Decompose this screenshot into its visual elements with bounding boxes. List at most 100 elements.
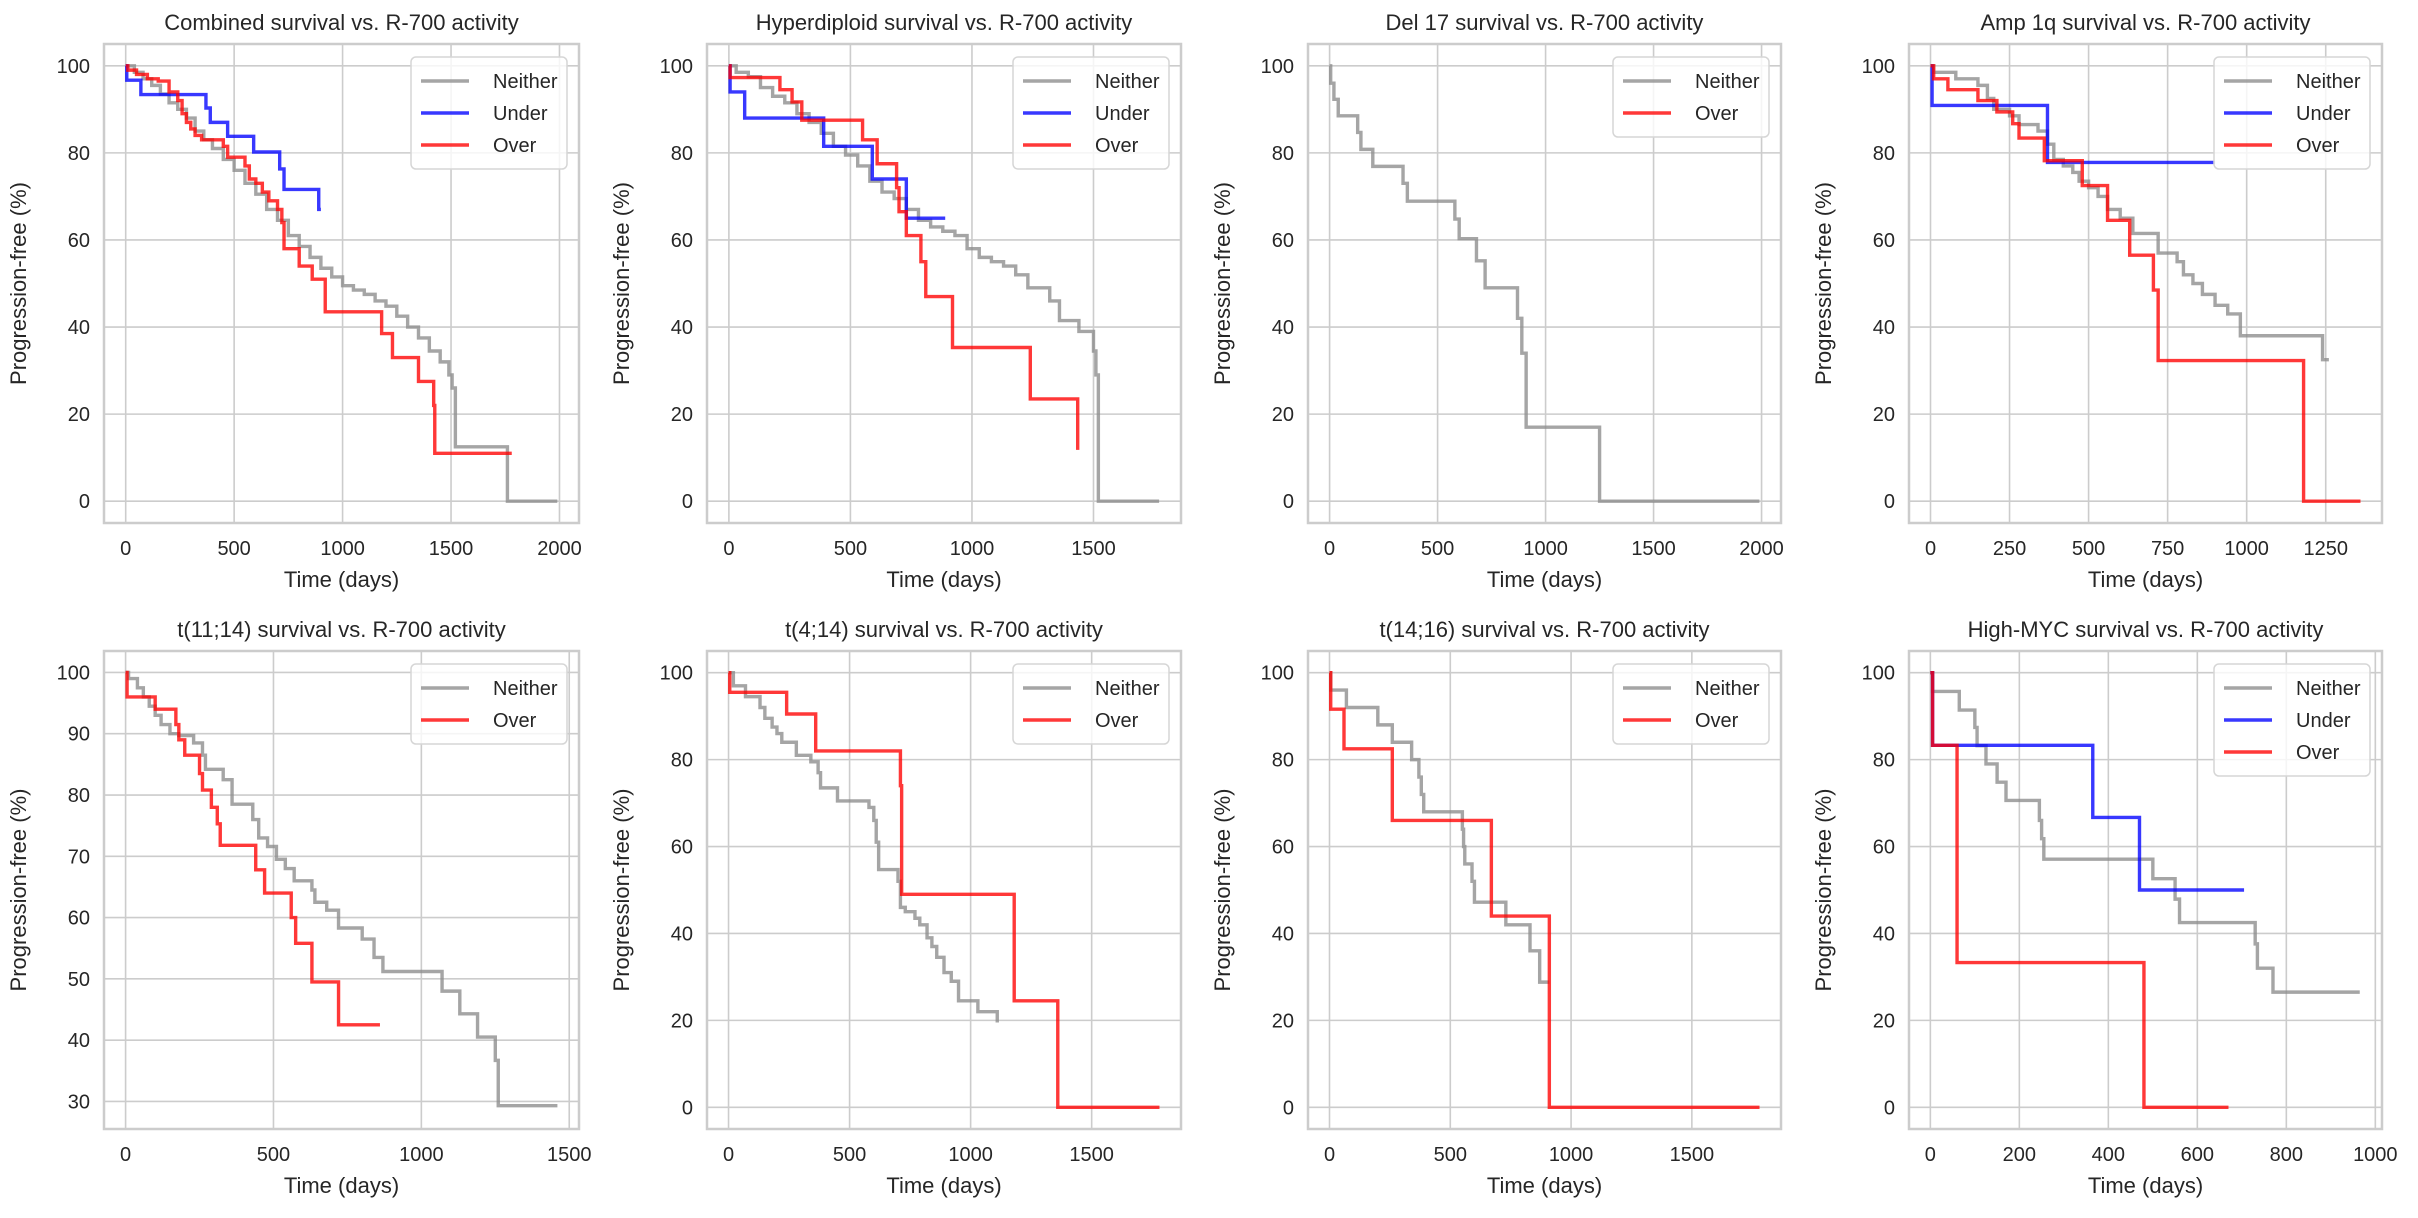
y-tick-label: 20 <box>671 1010 693 1032</box>
y-tick-label: 100 <box>660 663 693 685</box>
legend: Neither Over <box>1612 663 1770 745</box>
series-line-neither <box>125 64 558 503</box>
legend: Neither Under Over <box>1012 56 1170 170</box>
y-tick-label: 60 <box>1272 230 1294 252</box>
series-line-over <box>1930 64 2361 503</box>
y-tick-label: 20 <box>1873 1010 1895 1032</box>
x-tick-label: 0 <box>1925 1144 1936 1166</box>
legend-label: Under <box>2296 103 2351 125</box>
legend-label: Neither <box>1695 71 1760 93</box>
x-axis-label: Time (days) <box>2088 567 2203 592</box>
legend-box <box>1012 663 1170 745</box>
y-tick-label: 60 <box>1873 837 1895 859</box>
y-tick-label: 60 <box>1873 230 1895 252</box>
y-tick-label: 50 <box>68 969 90 991</box>
legend-label: Neither <box>1695 678 1760 700</box>
y-tick-label: 20 <box>1272 1010 1294 1032</box>
y-tick-label: 60 <box>671 230 693 252</box>
x-tick-label: 500 <box>833 1144 866 1166</box>
x-tick-label: 500 <box>1421 538 1454 560</box>
legend: Neither Over <box>410 663 568 745</box>
x-tick-label: 2000 <box>537 538 582 560</box>
legend-box <box>1012 56 1170 170</box>
y-tick-label: 80 <box>1873 143 1895 165</box>
subplot-3: 0 500 1000 1500 2000 0 20 40 60 80 100 Del 17 survi… <box>1210 10 1784 592</box>
chart-title: t(11;14) survival vs. R-700 activity <box>177 617 505 642</box>
axes-frame <box>1907 42 2384 525</box>
y-tick-label: 100 <box>1862 663 1895 685</box>
legend-label: Over <box>1095 135 1139 157</box>
subplot-4: 0 250 500 750 1000 1250 0 20 40 60 80 100 Amp 1q sur… <box>1811 10 2384 592</box>
legend-label: Neither <box>493 678 558 700</box>
y-tick-label: 0 <box>682 1097 693 1119</box>
x-tick-label: 1000 <box>1549 1144 1594 1166</box>
y-tick-label: 0 <box>1884 1097 1895 1119</box>
subplot-7: 0 500 1000 1500 0 20 40 60 80 100 t(14;16) surviva… <box>1210 617 1783 1198</box>
y-tick-label: 40 <box>1873 923 1895 945</box>
chart-title: Combined survival vs. R-700 activity <box>164 10 519 35</box>
x-tick-label: 750 <box>2151 538 2184 560</box>
y-axis-label: Progression-free (%) <box>1811 182 1836 385</box>
y-tick-label: 20 <box>1272 404 1294 426</box>
legend-box <box>2213 663 2371 777</box>
y-tick-label: 0 <box>1884 491 1895 513</box>
series-line-under <box>728 64 946 220</box>
x-tick-label: 0 <box>1324 1144 1335 1166</box>
y-tick-label: 20 <box>68 404 90 426</box>
x-axis-label: Time (days) <box>2088 1173 2203 1198</box>
legend-label: Over <box>1695 710 1739 732</box>
y-tick-label: 60 <box>68 908 90 930</box>
axes-frame <box>1306 649 1783 1131</box>
x-tick-label: 1500 <box>429 538 474 560</box>
y-tick-label: 80 <box>68 785 90 807</box>
chart-title: t(14;16) survival vs. R-700 activity <box>1379 617 1709 642</box>
x-tick-label: 250 <box>1993 538 2026 560</box>
legend-label: Over <box>493 710 537 732</box>
legend: Neither Over <box>1012 663 1170 745</box>
y-tick-label: 80 <box>1272 143 1294 165</box>
x-tick-label: 1000 <box>948 1144 993 1166</box>
x-tick-label: 1000 <box>2353 1144 2398 1166</box>
y-tick-label: 40 <box>1272 317 1294 339</box>
series-line-over <box>728 64 1080 450</box>
x-tick-label: 0 <box>1324 538 1335 560</box>
series-line-neither <box>728 671 999 1023</box>
y-tick-label: 0 <box>79 491 90 513</box>
legend: Neither Over <box>1612 56 1770 138</box>
axes-frame <box>1907 649 2384 1131</box>
chart-title: t(4;14) survival vs. R-700 activity <box>785 617 1103 642</box>
x-tick-label: 0 <box>1925 538 1936 560</box>
series-line-neither <box>1329 671 1550 984</box>
x-axis-label: Time (days) <box>1487 567 1602 592</box>
x-tick-label: 1500 <box>547 1144 592 1166</box>
subplot-1: 0 500 1000 1500 2000 0 20 40 60 80 100 Combined sur… <box>6 10 582 592</box>
y-tick-label: 80 <box>1873 750 1895 772</box>
x-tick-label: 500 <box>834 538 867 560</box>
legend-label: Neither <box>1095 678 1160 700</box>
x-tick-label: 600 <box>2181 1144 2214 1166</box>
x-axis-label: Time (days) <box>284 1173 399 1198</box>
y-tick-label: 100 <box>1261 56 1294 78</box>
series-line-neither <box>125 670 558 1108</box>
series-line-over <box>125 670 380 1027</box>
y-tick-label: 60 <box>671 837 693 859</box>
y-axis-label: Progression-free (%) <box>6 789 31 992</box>
x-tick-label: 0 <box>723 538 734 560</box>
y-axis-label: Progression-free (%) <box>1210 182 1235 385</box>
x-tick-label: 500 <box>217 538 250 560</box>
chart-title: High-MYC survival vs. R-700 activity <box>1968 617 2324 642</box>
x-axis-label: Time (days) <box>886 1173 1001 1198</box>
legend: Neither Under Over <box>2213 56 2371 170</box>
y-tick-label: 70 <box>68 846 90 868</box>
y-tick-label: 60 <box>68 230 90 252</box>
series-line-neither <box>1328 64 1760 503</box>
y-axis-label: Progression-free (%) <box>609 789 634 992</box>
y-tick-label: 20 <box>1873 404 1895 426</box>
series-line-under <box>125 64 321 212</box>
subplot-2: 0 500 1000 1500 0 20 40 60 80 100 Hyperdiploid sur… <box>609 10 1183 592</box>
x-tick-label: 800 <box>2270 1144 2303 1166</box>
x-tick-label: 2000 <box>1739 538 1784 560</box>
axes-frame <box>102 649 581 1131</box>
x-tick-label: 1000 <box>2224 538 2269 560</box>
x-tick-label: 1000 <box>1523 538 1568 560</box>
